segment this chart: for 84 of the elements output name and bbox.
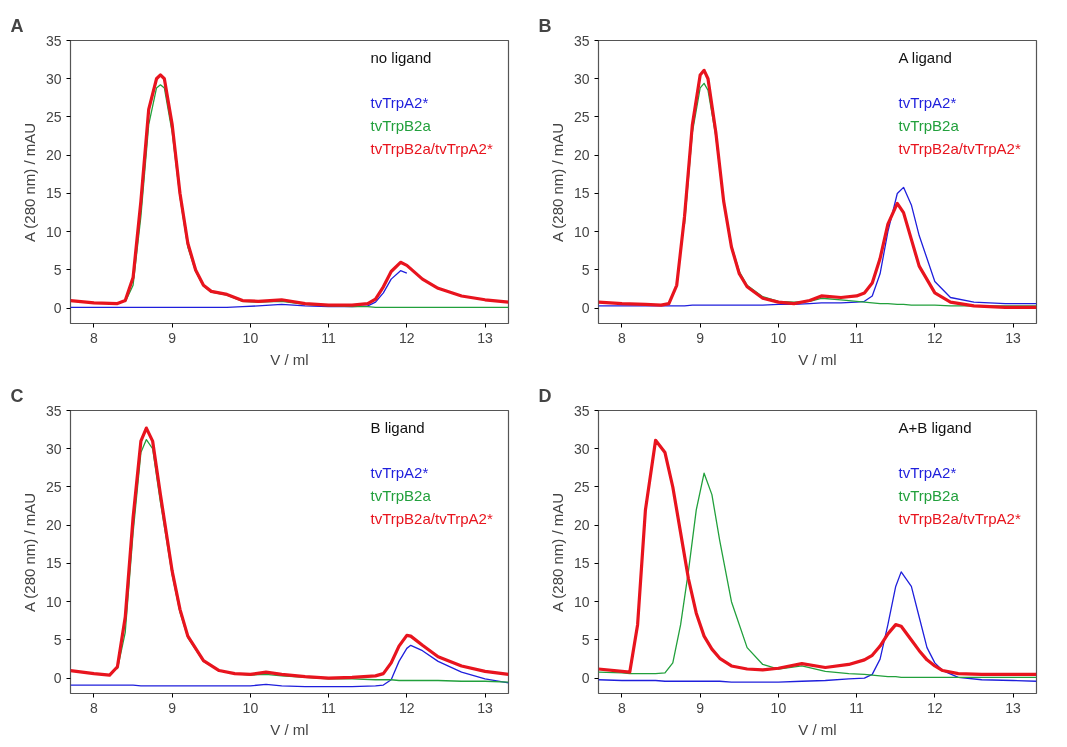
y-tick-label: 20: [573, 147, 590, 164]
chart-title: B: [538, 15, 552, 36]
text: tvTrpA2*: [898, 463, 957, 481]
y-tick-label: 35: [45, 32, 62, 49]
text: tvTrpB2a: [898, 116, 960, 134]
y-tick-label: 5: [581, 631, 590, 648]
y-tick-label: 15: [573, 555, 590, 572]
y-tick-label: 5: [53, 261, 62, 278]
text: tvTrpB2a: [898, 486, 960, 504]
y-tick-label: 0: [581, 670, 590, 687]
chart-title: C: [10, 385, 24, 406]
x-tick-label: 9: [696, 329, 705, 346]
y-tick-label: 25: [573, 478, 590, 495]
y-axis-title: A (280 nm) / mAU: [20, 122, 38, 243]
x-tick-label: 10: [770, 329, 787, 346]
x-tick-label: 13: [477, 329, 494, 346]
y-tick-label: 20: [45, 147, 62, 164]
x-tick-label: 13: [1005, 329, 1022, 346]
text: tvTrpA2*: [370, 93, 429, 111]
y-tick-label: 0: [53, 300, 62, 317]
annotation: A ligand: [898, 48, 952, 66]
y-tick-label: 30: [45, 70, 62, 87]
y-tick-label: 30: [573, 440, 590, 457]
text: tvTrpB2a: [370, 486, 432, 504]
x-axis-title: V / ml: [270, 350, 309, 368]
y-tick-label: 10: [45, 593, 62, 610]
y-tick-label: 35: [45, 402, 62, 419]
x-tick-label: 8: [618, 699, 627, 716]
y-tick-label: 5: [581, 261, 590, 278]
text: tvTrpB2a/tvTrpA2*: [898, 139, 1021, 157]
annotation: B ligand: [370, 418, 425, 436]
y-tick-label: 15: [573, 185, 590, 202]
text: tvTrpB2a/tvTrpA2*: [898, 509, 1021, 527]
text: tvTrpA2*: [370, 463, 429, 481]
x-tick-label: 13: [477, 699, 494, 716]
y-axis-title: A (280 nm) / mAU: [548, 492, 566, 613]
y-tick-label: 5: [53, 631, 62, 648]
x-tick-label: 13: [1005, 699, 1022, 716]
y-tick-label: 10: [573, 223, 590, 240]
y-tick-label: 25: [45, 108, 62, 125]
x-tick-label: 12: [399, 699, 415, 716]
y-tick-label: 20: [573, 517, 590, 534]
annotation: A+B ligand: [898, 418, 972, 436]
x-tick-label: 11: [321, 329, 337, 346]
y-tick-label: 30: [45, 440, 62, 457]
x-tick-label: 12: [927, 699, 943, 716]
x-tick-label: 8: [90, 329, 99, 346]
x-axis-title: V / ml: [798, 350, 837, 368]
y-tick-label: 10: [45, 223, 62, 240]
y-axis-title: A (280 nm) / mAU: [548, 122, 566, 243]
y-tick-label: 0: [581, 300, 590, 317]
x-tick-label: 9: [168, 329, 177, 346]
text: tvTrpB2a/tvTrpA2*: [370, 139, 493, 157]
annotation: no ligand: [370, 48, 432, 66]
x-tick-label: 8: [90, 699, 99, 716]
x-tick-label: 8: [618, 329, 627, 346]
y-tick-label: 35: [573, 402, 590, 419]
y-tick-label: 15: [45, 185, 62, 202]
y-tick-label: 0: [53, 670, 62, 687]
text: tvTrpA2*: [898, 93, 957, 111]
y-axis-title: A (280 nm) / mAU: [20, 492, 38, 613]
x-tick-label: 11: [849, 329, 865, 346]
y-tick-label: 35: [573, 32, 590, 49]
y-tick-label: 25: [573, 108, 590, 125]
x-tick-label: 10: [770, 699, 787, 716]
text: tvTrpB2a: [370, 116, 432, 134]
y-tick-label: 15: [45, 555, 62, 572]
x-tick-label: 11: [849, 699, 865, 716]
x-tick-label: 9: [168, 699, 177, 716]
chart-title: A: [10, 15, 24, 36]
y-tick-label: 20: [45, 517, 62, 534]
x-axis-title: V / ml: [798, 720, 837, 738]
y-tick-label: 30: [573, 70, 590, 87]
x-tick-label: 10: [242, 699, 259, 716]
y-tick-label: 10: [573, 593, 590, 610]
chart-title: D: [538, 385, 552, 406]
text: tvTrpB2a/tvTrpA2*: [370, 509, 493, 527]
x-tick-label: 11: [321, 699, 337, 716]
x-axis-title: V / ml: [270, 720, 309, 738]
y-tick-label: 25: [45, 478, 62, 495]
x-tick-label: 12: [927, 329, 943, 346]
x-tick-label: 10: [242, 329, 259, 346]
x-tick-label: 12: [399, 329, 415, 346]
x-tick-label: 9: [696, 699, 705, 716]
